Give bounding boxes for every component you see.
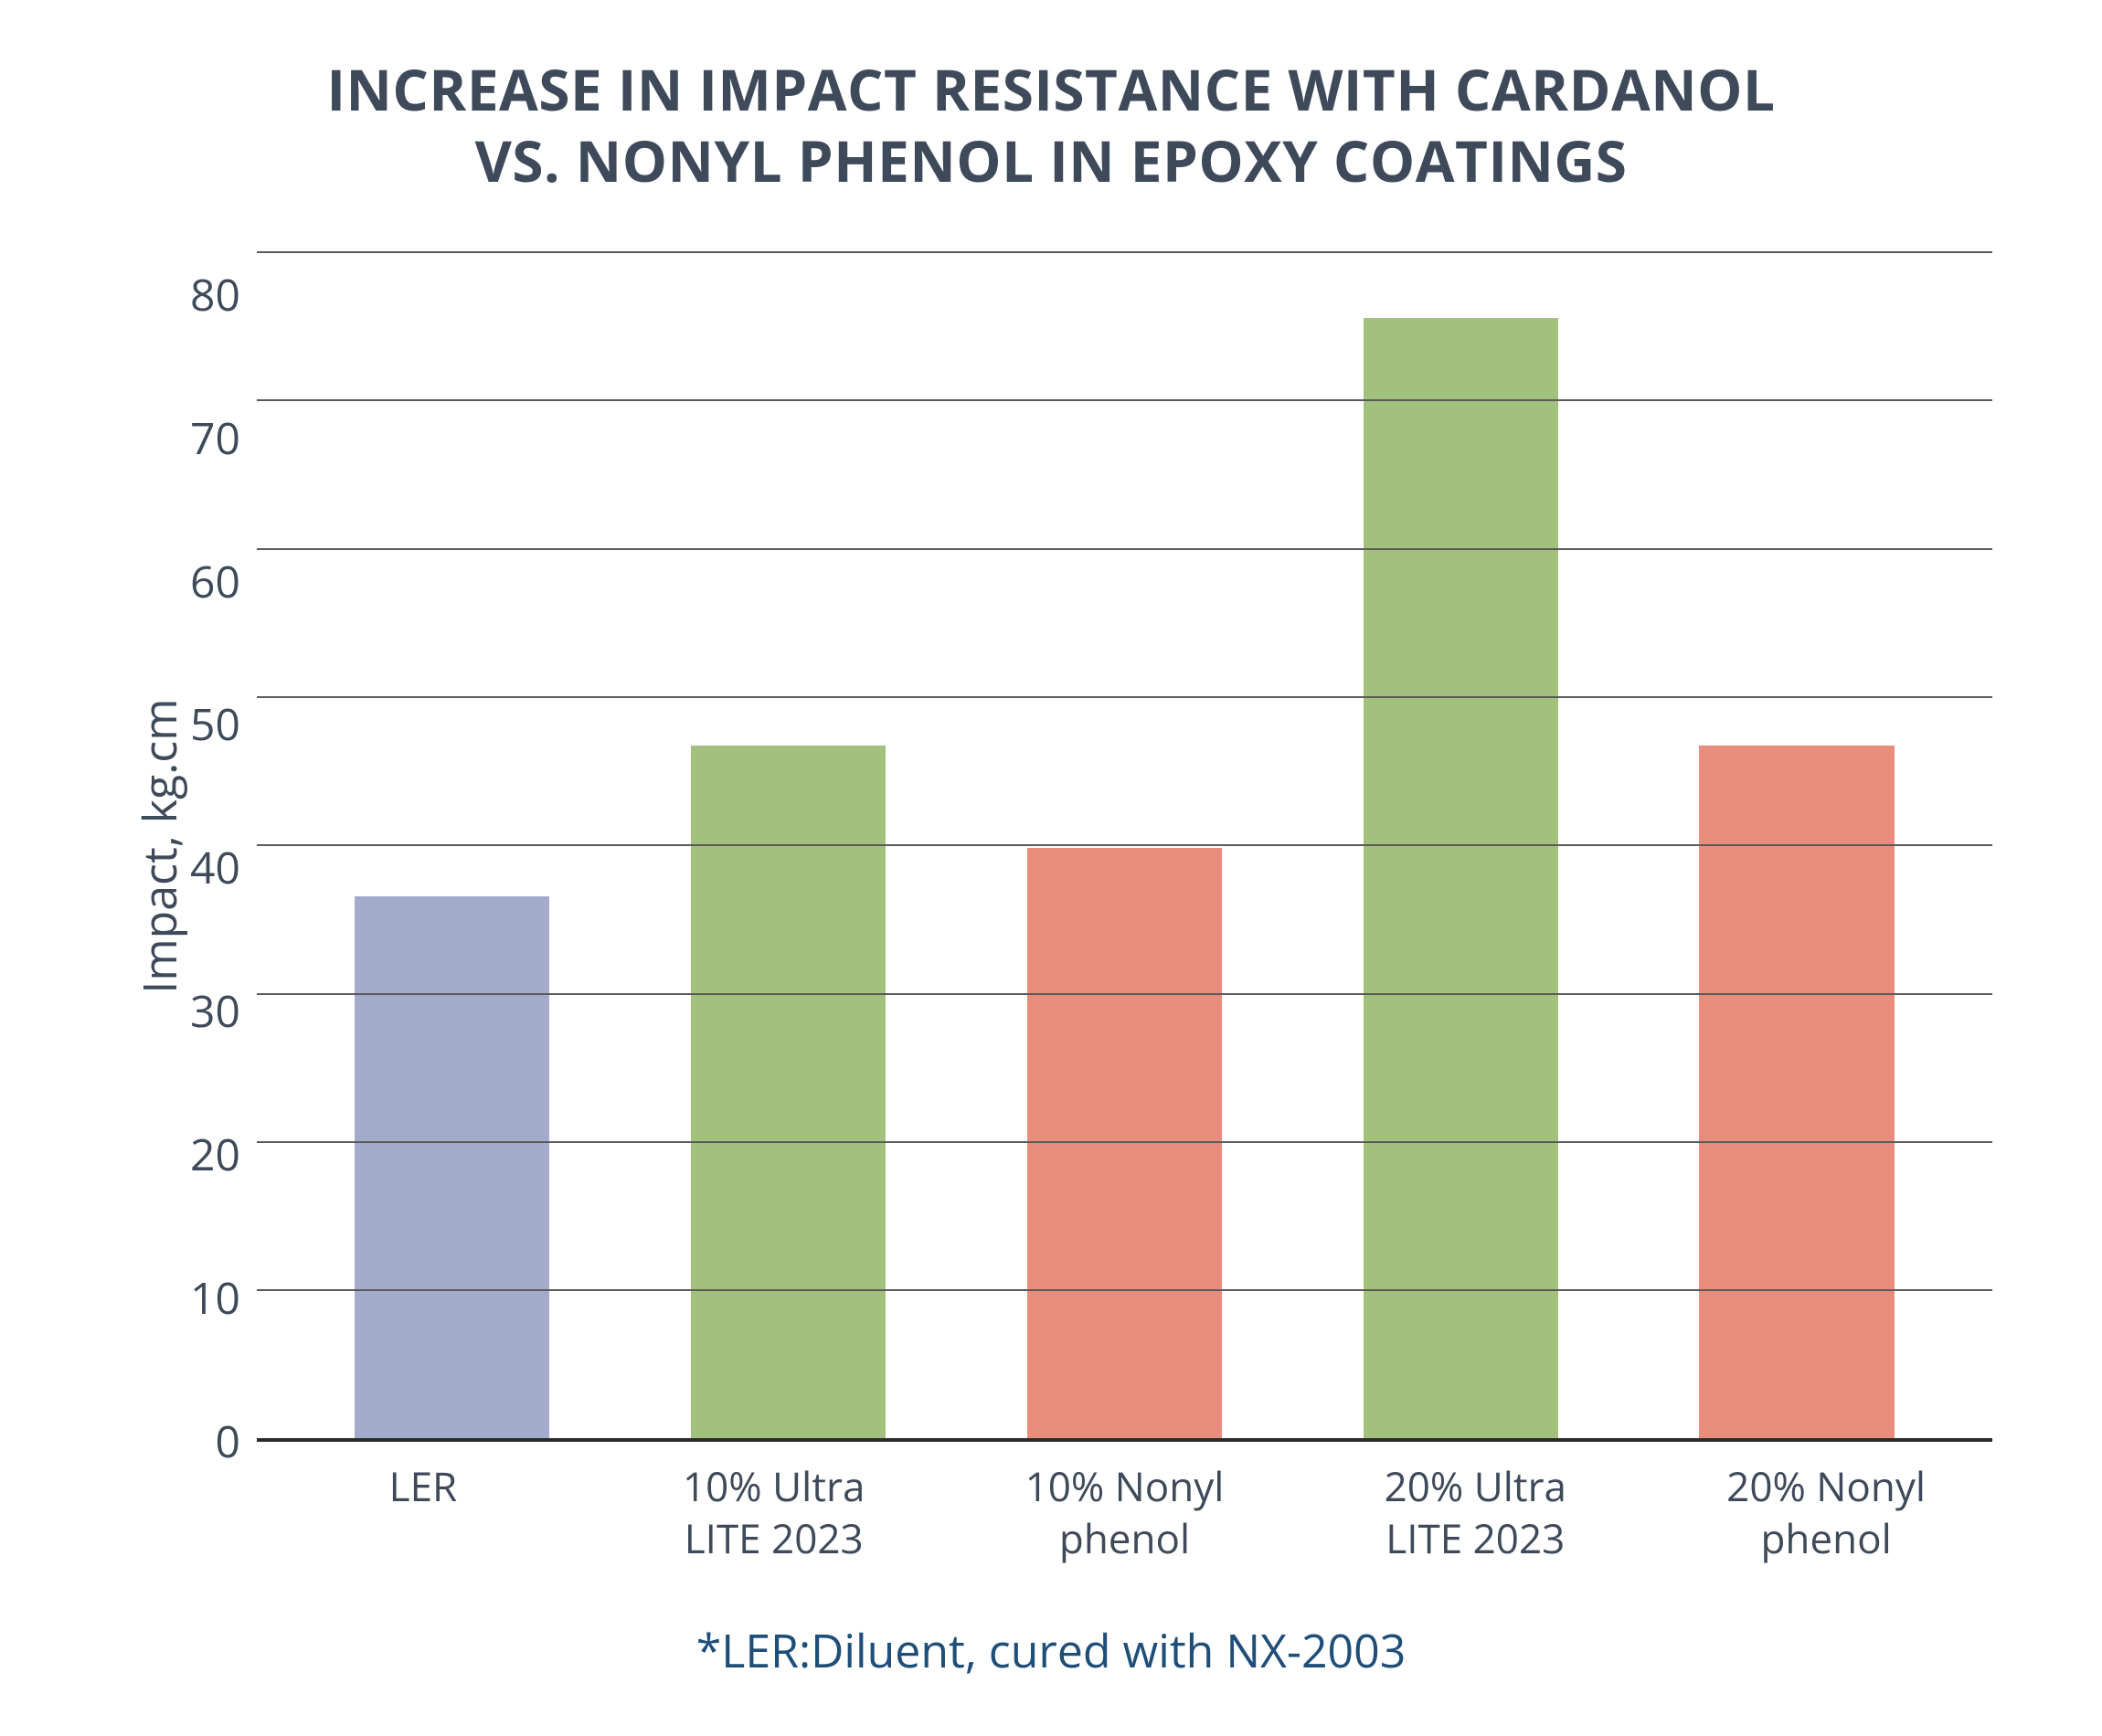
title-line-2: VS. NONYL PHENOL IN EPOXY COATINGS <box>73 126 2029 197</box>
gridline <box>257 696 1992 698</box>
bar <box>355 896 549 1437</box>
y-tick: 40 <box>190 846 240 890</box>
bar <box>691 746 886 1438</box>
x-label: 20% Ultra LITE 2023 <box>1300 1460 1651 1564</box>
x-spacer <box>73 1442 220 1564</box>
y-tick: 70 <box>190 417 240 460</box>
y-tick: 0 <box>215 1420 239 1464</box>
y-tick: 30 <box>190 990 240 1033</box>
y-ticks: 80706050403020100 <box>190 251 257 1442</box>
y-tick: 20 <box>190 1133 240 1177</box>
x-label: LER <box>248 1460 599 1564</box>
y-tick: 60 <box>190 560 240 604</box>
plot-area <box>257 251 1992 1442</box>
gridline <box>257 399 1992 401</box>
gridline <box>257 1289 1992 1291</box>
gridline <box>257 844 1992 846</box>
gridline <box>257 993 1992 995</box>
y-tick: 80 <box>190 273 240 317</box>
x-labels: LER10% Ultra LITE 202310% Nonyl phenol20… <box>220 1442 2029 1564</box>
y-tick: 10 <box>190 1276 240 1320</box>
gridline <box>257 548 1992 550</box>
bar <box>1699 746 1894 1438</box>
footnote: *LER:Diluent, cured with NX-2003 <box>73 1619 2029 1681</box>
plot-wrap: Impact, kg.cm 80706050403020100 <box>110 251 1992 1442</box>
bar <box>1364 318 1558 1438</box>
title-line-1: INCREASE IN IMPACT RESISTANCE WITH CARDA… <box>73 55 2029 126</box>
x-label: 10% Nonyl phenol <box>950 1460 1300 1564</box>
y-axis-label: Impact, kg.cm <box>110 251 190 1442</box>
chart-container: INCREASE IN IMPACT RESISTANCE WITH CARDA… <box>73 55 2029 1681</box>
x-label: 20% Nonyl phenol <box>1651 1460 2001 1564</box>
y-tick: 50 <box>190 703 240 746</box>
chart-title: INCREASE IN IMPACT RESISTANCE WITH CARDA… <box>73 55 2029 196</box>
gridline <box>257 1141 1992 1143</box>
x-labels-wrap: LER10% Ultra LITE 202310% Nonyl phenol20… <box>73 1442 2029 1564</box>
x-label: 10% Ultra LITE 2023 <box>599 1460 950 1564</box>
gridline <box>257 251 1992 253</box>
